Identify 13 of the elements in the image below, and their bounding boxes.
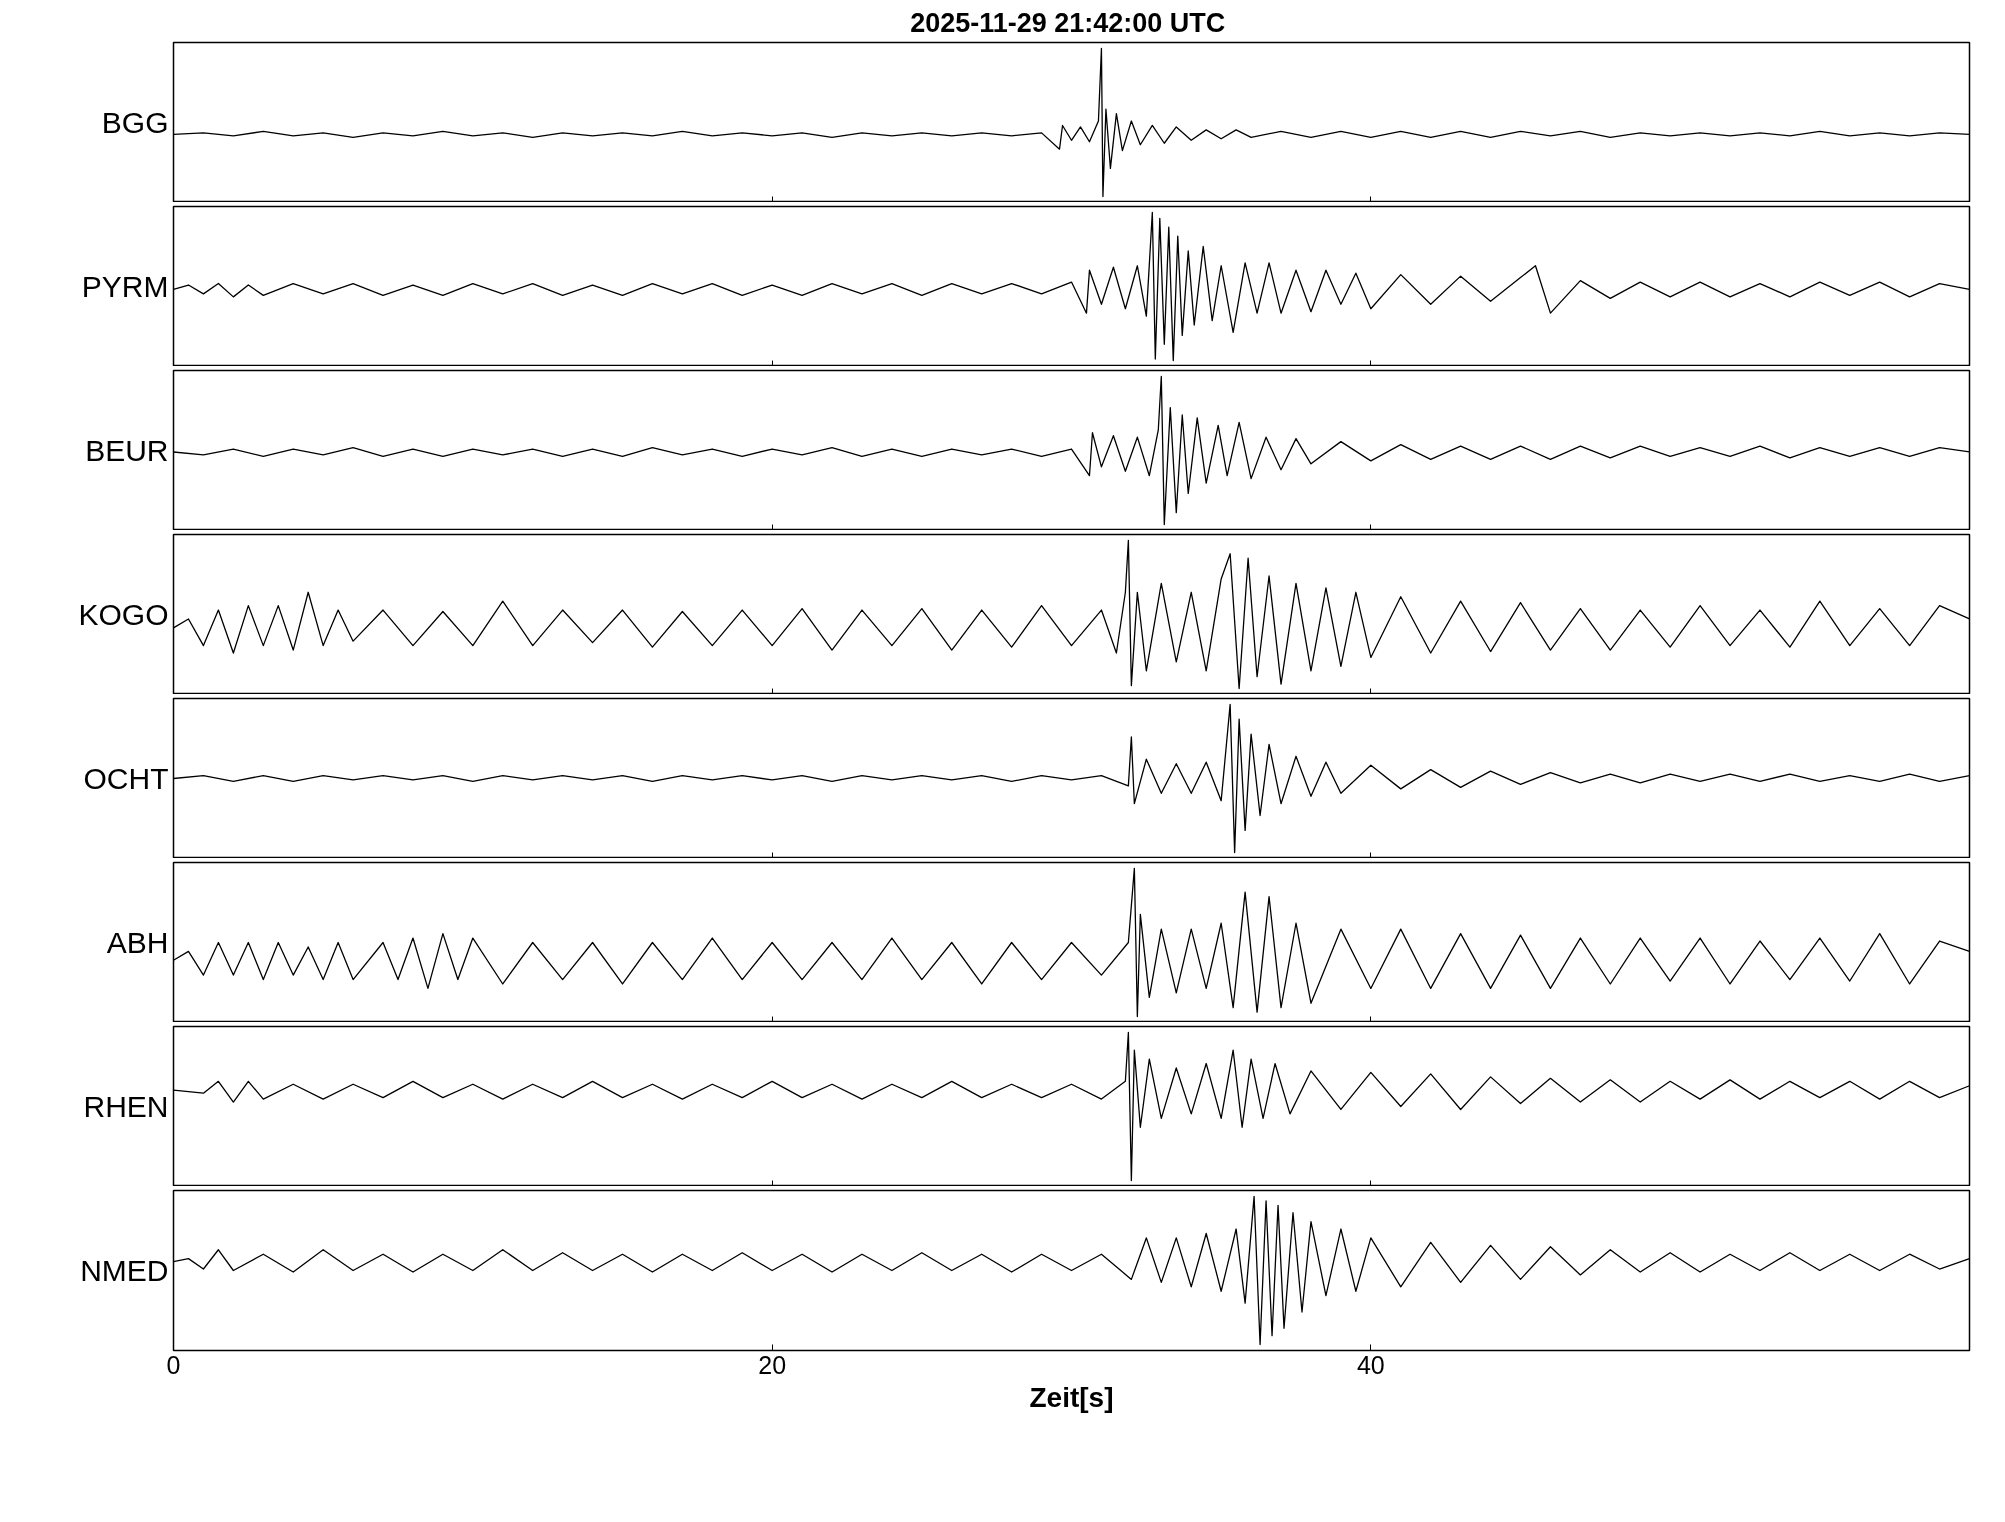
y-axis-title: RHEN <box>83 1090 169 1123</box>
x-axis-title: Zeit[s] <box>1029 1381 1114 1413</box>
y-axis-title: BEUR <box>85 434 169 467</box>
y-axis-title: PYRM <box>81 270 169 303</box>
y-axis-title: NMED <box>80 1254 169 1287</box>
x-tick-label: 0 <box>166 1350 181 1379</box>
y-axis-title: BGG <box>101 106 169 139</box>
x-tick-label: 40 <box>1356 1350 1385 1379</box>
y-axis-title: ABH <box>106 926 169 959</box>
x-tick-label: 20 <box>758 1350 787 1379</box>
chart-title: 2025-11-29 21:42:00 UTC <box>910 7 1226 38</box>
y-axis-title: KOGO <box>78 598 169 631</box>
y-axis-title: OCHT <box>83 762 169 795</box>
